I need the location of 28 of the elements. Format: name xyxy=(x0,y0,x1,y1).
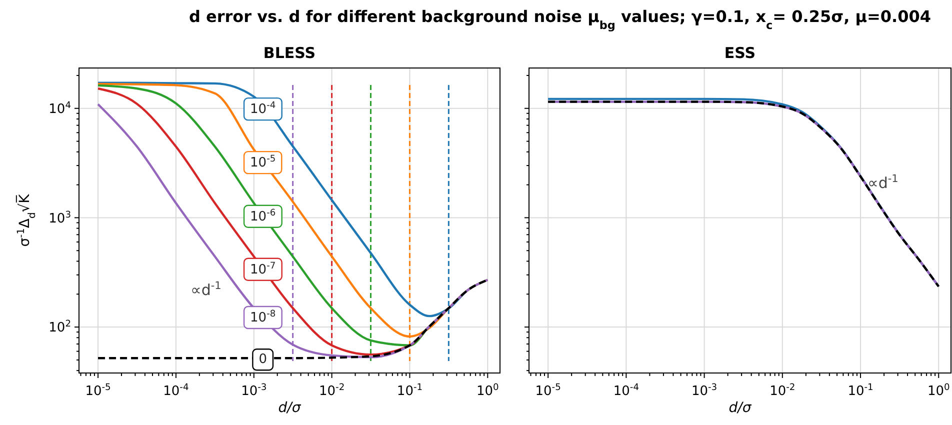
series-label: 10$^{-6}$ xyxy=(250,208,276,224)
annotation: ∝d$^{-1}$ xyxy=(868,173,898,192)
chart-title: ESS xyxy=(724,44,756,62)
series-label: 10$^{-7}$ xyxy=(250,261,276,278)
x-tick-label: 10$^{0}$ xyxy=(927,383,950,399)
series-label: 10$^{-4}$ xyxy=(250,101,276,118)
series-label: 0 xyxy=(258,352,267,368)
x-tick-label: 10$^{-4}$ xyxy=(613,383,640,399)
x-tick-label: 10$^{-1}$ xyxy=(396,383,423,399)
x-tick-label: 10$^{-5}$ xyxy=(535,383,561,399)
y-tick-label: 10$^{3}$ xyxy=(48,210,72,226)
x-tick-label: 10$^{-5}$ xyxy=(85,383,111,399)
x-tick-label: 10$^{-3}$ xyxy=(241,383,267,399)
x-axis-title: d/σ xyxy=(278,400,302,416)
x-tick-label: 10$^{-2}$ xyxy=(770,383,796,399)
chart-title: BLESS xyxy=(263,44,316,62)
y-tick-label: 10$^{4}$ xyxy=(48,100,72,117)
series-label: 10$^{-5}$ xyxy=(250,154,276,171)
x-tick-label: 10$^{-4}$ xyxy=(163,383,189,399)
x-tick-label: 10$^{0}$ xyxy=(476,383,500,399)
annotation: ∝d$^{-1}$ xyxy=(190,280,222,299)
x-axis-title: d/σ xyxy=(728,400,752,416)
x-tick-label: 10$^{-1}$ xyxy=(848,383,874,399)
y-tick-label: 10$^{2}$ xyxy=(48,320,71,336)
text: d error vs. d for different background noise μ$_{bg}$ values; γ=0.1, x$_{c}$= 0.25σ, μ=0.004 xyxy=(188,7,932,32)
series-label: 10$^{-8}$ xyxy=(250,310,276,326)
x-tick-label: 10$^{-2}$ xyxy=(318,383,345,399)
x-tick-label: 10$^{-3}$ xyxy=(691,383,718,399)
